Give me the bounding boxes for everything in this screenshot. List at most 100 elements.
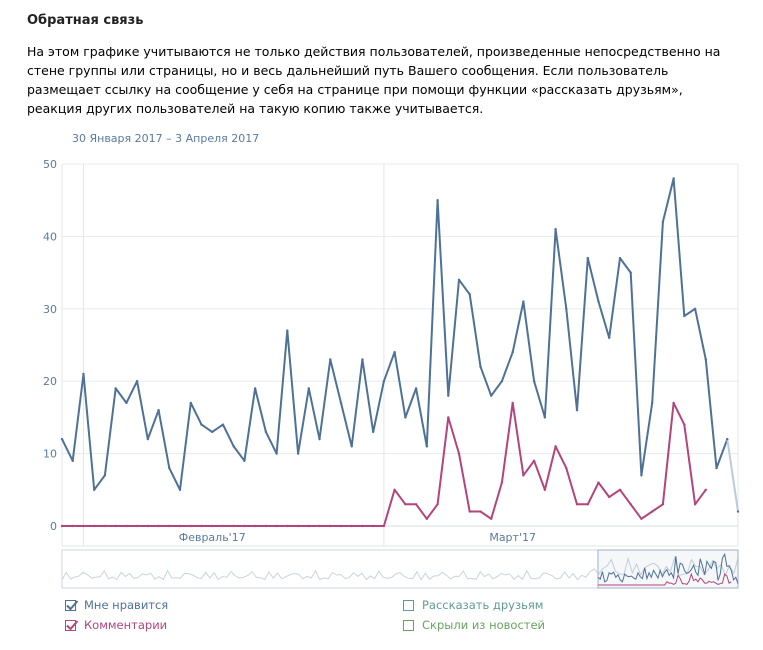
data-point <box>640 517 643 520</box>
data-point <box>146 437 150 441</box>
data-point <box>60 524 64 528</box>
data-point <box>296 524 300 528</box>
data-point <box>211 430 214 434</box>
data-point <box>200 423 203 426</box>
data-point <box>704 358 708 361</box>
data-point <box>361 524 364 528</box>
data-point <box>629 271 632 274</box>
data-point <box>704 488 708 491</box>
data-point <box>350 524 353 528</box>
data-point <box>382 524 386 528</box>
y-tick-label: 40 <box>43 230 57 243</box>
data-point <box>468 293 471 296</box>
data-point <box>661 503 665 506</box>
hidden-checkbox[interactable] <box>403 620 414 631</box>
navigator-window <box>597 549 739 589</box>
data-point <box>683 314 686 318</box>
data-point <box>425 517 429 520</box>
data-point <box>103 474 107 477</box>
data-point <box>404 503 407 506</box>
x-tick-label: Март'17 <box>489 531 536 544</box>
data-point <box>135 524 139 528</box>
data-point <box>554 445 557 448</box>
data-point <box>157 408 160 412</box>
data-point <box>575 503 579 506</box>
data-point <box>404 416 407 419</box>
navigator-series-line <box>598 572 732 586</box>
comments-checkbox[interactable] <box>65 620 79 631</box>
data-point <box>200 524 203 528</box>
data-point <box>178 524 182 528</box>
data-point <box>436 199 439 202</box>
data-point <box>221 423 225 426</box>
data-point <box>511 351 514 354</box>
data-point <box>221 524 225 528</box>
data-point <box>640 474 643 477</box>
data-point <box>286 524 289 528</box>
data-point <box>275 452 278 455</box>
data-point <box>371 524 375 528</box>
data-point <box>125 524 128 528</box>
y-tick-label: 0 <box>50 520 57 533</box>
data-point <box>243 524 246 528</box>
data-point <box>522 300 525 303</box>
data-point <box>447 394 450 397</box>
data-point <box>447 416 450 419</box>
date-range: 30 Января 2017 – 3 Апреля 2017 <box>72 132 260 145</box>
data-point <box>661 220 665 224</box>
data-point <box>457 452 461 455</box>
data-point <box>350 445 353 448</box>
shares-checkbox[interactable] <box>403 600 414 611</box>
likes-checkbox[interactable] <box>65 600 79 611</box>
data-point <box>586 503 589 506</box>
data-point <box>457 278 461 282</box>
data-point <box>608 495 611 499</box>
data-point <box>307 524 310 528</box>
data-point <box>511 401 514 405</box>
feedback-line-chart[interactable]: 0 10 20 30 40 50 Февраль'17 Март'17 <box>0 150 763 595</box>
data-point <box>575 408 579 412</box>
data-point <box>618 488 622 491</box>
y-tick-label: 10 <box>43 448 57 461</box>
y-tick-label: 20 <box>43 375 57 388</box>
data-point <box>543 488 547 491</box>
data-point <box>286 329 289 332</box>
data-point <box>393 351 396 354</box>
data-point <box>307 387 310 390</box>
data-point <box>168 524 171 528</box>
data-point <box>597 481 600 484</box>
data-point <box>565 307 568 310</box>
y-tick-label: 30 <box>43 303 57 316</box>
data-point <box>672 177 675 180</box>
legend-label-shares: Рассказать друзьям <box>422 598 544 612</box>
data-point <box>92 524 96 528</box>
navigator-history-line <box>61 555 739 581</box>
data-point <box>361 358 364 361</box>
data-point <box>436 503 439 506</box>
data-point <box>522 474 525 477</box>
data-point <box>92 488 96 491</box>
data-point <box>71 459 74 463</box>
data-point <box>318 524 321 528</box>
data-point <box>318 437 321 441</box>
data-point <box>468 510 471 513</box>
data-point <box>232 524 235 528</box>
data-point <box>329 524 332 528</box>
data-point <box>275 524 278 528</box>
data-point <box>296 452 300 455</box>
data-point <box>82 372 85 376</box>
data-point <box>189 524 192 528</box>
data-point <box>339 524 343 528</box>
data-point <box>650 401 654 405</box>
data-point <box>414 387 418 390</box>
data-point <box>382 380 386 383</box>
data-point <box>114 387 117 390</box>
data-point <box>618 256 622 260</box>
data-point <box>500 380 504 383</box>
data-point <box>71 524 74 528</box>
legend-label-hidden: Скрыли из новостей <box>422 618 546 632</box>
legend-label-comments: Комментарии <box>84 618 168 632</box>
data-point <box>597 300 600 303</box>
data-point <box>726 437 729 441</box>
series-line-likes <box>61 177 729 491</box>
